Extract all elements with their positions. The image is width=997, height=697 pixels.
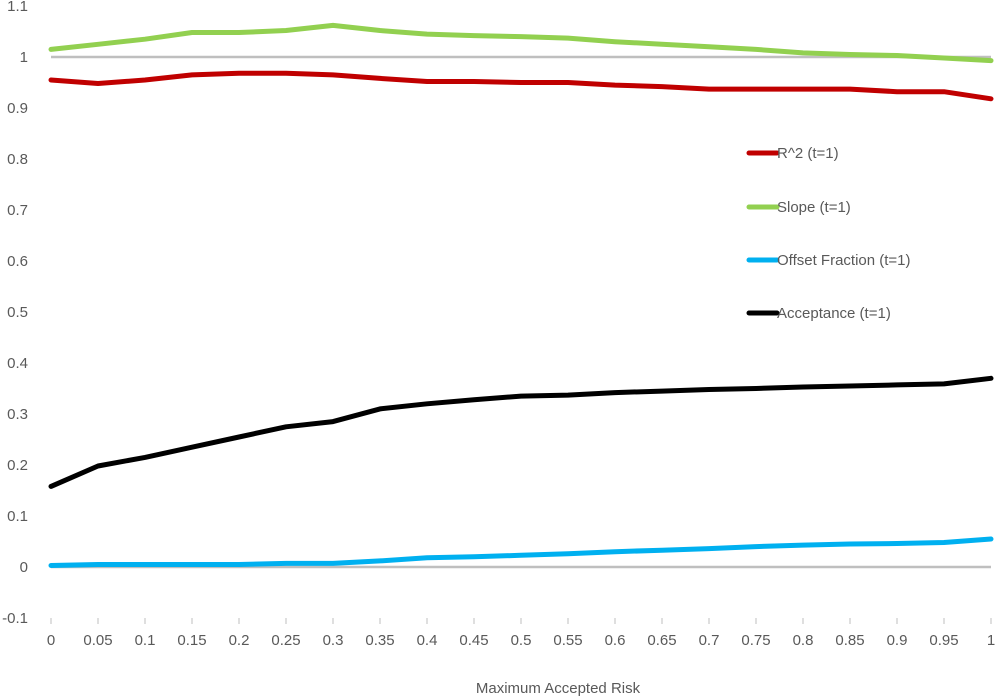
x-tick-label: 0.5 [511,632,532,649]
x-tick-label: 0.4 [417,632,438,649]
x-tick-label: 0.65 [647,632,676,649]
x-tick-label: 0.55 [553,632,582,649]
x-tick-label: 1 [987,632,995,649]
x-axis-title: Maximum Accepted Risk [476,680,641,697]
y-tick-label: 0 [20,559,28,576]
y-tick-label: 0.1 [7,508,28,525]
legend-label: R^2 (t=1) [777,145,839,162]
x-tick-label: 0.05 [83,632,112,649]
series-line-3 [48,536,994,568]
series-lines [48,22,994,568]
y-tick-label: 0.8 [7,151,28,168]
x-tick-label: 0.35 [365,632,394,649]
y-tick-label: -0.1 [2,610,28,627]
x-tick-label: 0.8 [793,632,814,649]
legend-label: Offset Fraction (t=1) [777,252,911,269]
x-tick-label: 0.95 [929,632,958,649]
x-tick-label: 0.85 [835,632,864,649]
y-tick-label: 0.2 [7,457,28,474]
x-tick-label: 0.9 [887,632,908,649]
y-tick-label: 0.5 [7,304,28,321]
series-line-1 [48,70,994,102]
x-tick-label: 0.1 [135,632,156,649]
y-tick-label: 0.9 [7,100,28,117]
legend-label: Acceptance (t=1) [777,305,891,322]
y-tick-label: 0.7 [7,202,28,219]
x-tick-label: 0.6 [605,632,626,649]
y-axis-ticks: -0.1 0 0.1 0.2 0.3 0.4 0.5 0.6 0.7 0.8 0.9 1 1.1 [2,0,28,627]
x-tick-label: 0 [47,632,55,649]
x-tick-label: 0.75 [741,632,770,649]
y-tick-label: 0.4 [7,355,28,372]
y-tick-label: 1 [20,49,28,66]
x-tick-label: 0.2 [229,632,250,649]
x-tick-label: 0.25 [271,632,300,649]
legend-label: Slope (t=1) [777,199,851,216]
x-axis-ticks: 0 0.05 0.1 0.15 0.2 0.25 0.3 0.35 0.4 0.45 0.5 0.55… [47,618,995,649]
x-tick-label: 0.7 [699,632,720,649]
x-tick-label: 0.3 [323,632,344,649]
y-tick-label: 1.1 [7,0,28,15]
x-tick-label: 0.15 [177,632,206,649]
series-line-4 [48,375,994,489]
y-tick-label: 0.3 [7,406,28,423]
y-tick-label: 0.6 [7,253,28,270]
series-line-2 [48,22,994,64]
x-tick-label: 0.45 [459,632,488,649]
legend: R^2 (t=1) Slope (t=1) Offset Fraction (t=1… [746,145,911,322]
